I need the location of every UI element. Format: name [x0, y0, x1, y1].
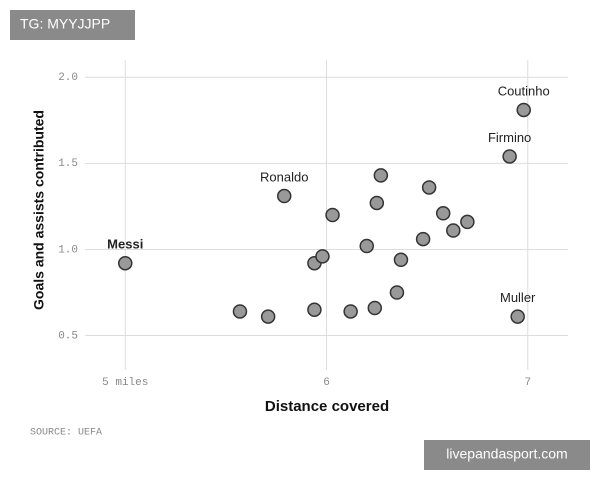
point — [367, 300, 383, 316]
point-label: Firmino — [488, 130, 531, 145]
watermark-box — [10, 10, 135, 40]
x-tick-label: 5 miles — [102, 377, 148, 389]
point — [325, 207, 340, 223]
point — [446, 223, 461, 238]
plot-area: 0.5 1.0 1.5 2.0 5 miles 6 7 Messi Ronaldo Coutinh… — [58, 60, 568, 389]
source: SOURCE: UEFA — [30, 428, 102, 439]
point — [373, 168, 389, 183]
point — [502, 149, 517, 164]
point — [460, 214, 475, 230]
point — [421, 180, 437, 195]
point — [435, 206, 451, 221]
y-tick-label: 1.5 — [58, 158, 78, 170]
y-tick-label: 2.0 — [58, 72, 78, 84]
x-tick-label: 7 — [524, 377, 531, 389]
x-tick-label: 6 — [323, 377, 330, 389]
watermark: livepandasport.com — [446, 446, 567, 462]
point-label: Coutinho — [498, 83, 550, 98]
point — [118, 255, 133, 271]
point — [307, 302, 322, 317]
y-tick-label: 0.5 — [58, 330, 78, 342]
point-label: Ronaldo — [260, 169, 308, 184]
point — [516, 102, 531, 118]
point — [343, 304, 358, 319]
point — [393, 252, 409, 268]
x-axis-title: Distance covered — [265, 398, 389, 415]
point-label: Messi — [107, 237, 143, 252]
point-label: Muller — [500, 290, 536, 305]
point — [276, 188, 292, 204]
point — [389, 285, 405, 300]
watermark-box — [424, 440, 590, 470]
y-axis-title: Goals and assists contributed — [31, 110, 47, 310]
point — [415, 231, 431, 247]
point — [369, 195, 385, 211]
point — [315, 249, 330, 264]
point — [232, 304, 248, 319]
y-tick-label: 1.0 — [58, 244, 78, 256]
point — [510, 309, 525, 324]
point — [359, 238, 374, 254]
watermark: TG: MYYJJPP — [20, 16, 110, 32]
point — [260, 309, 276, 324]
